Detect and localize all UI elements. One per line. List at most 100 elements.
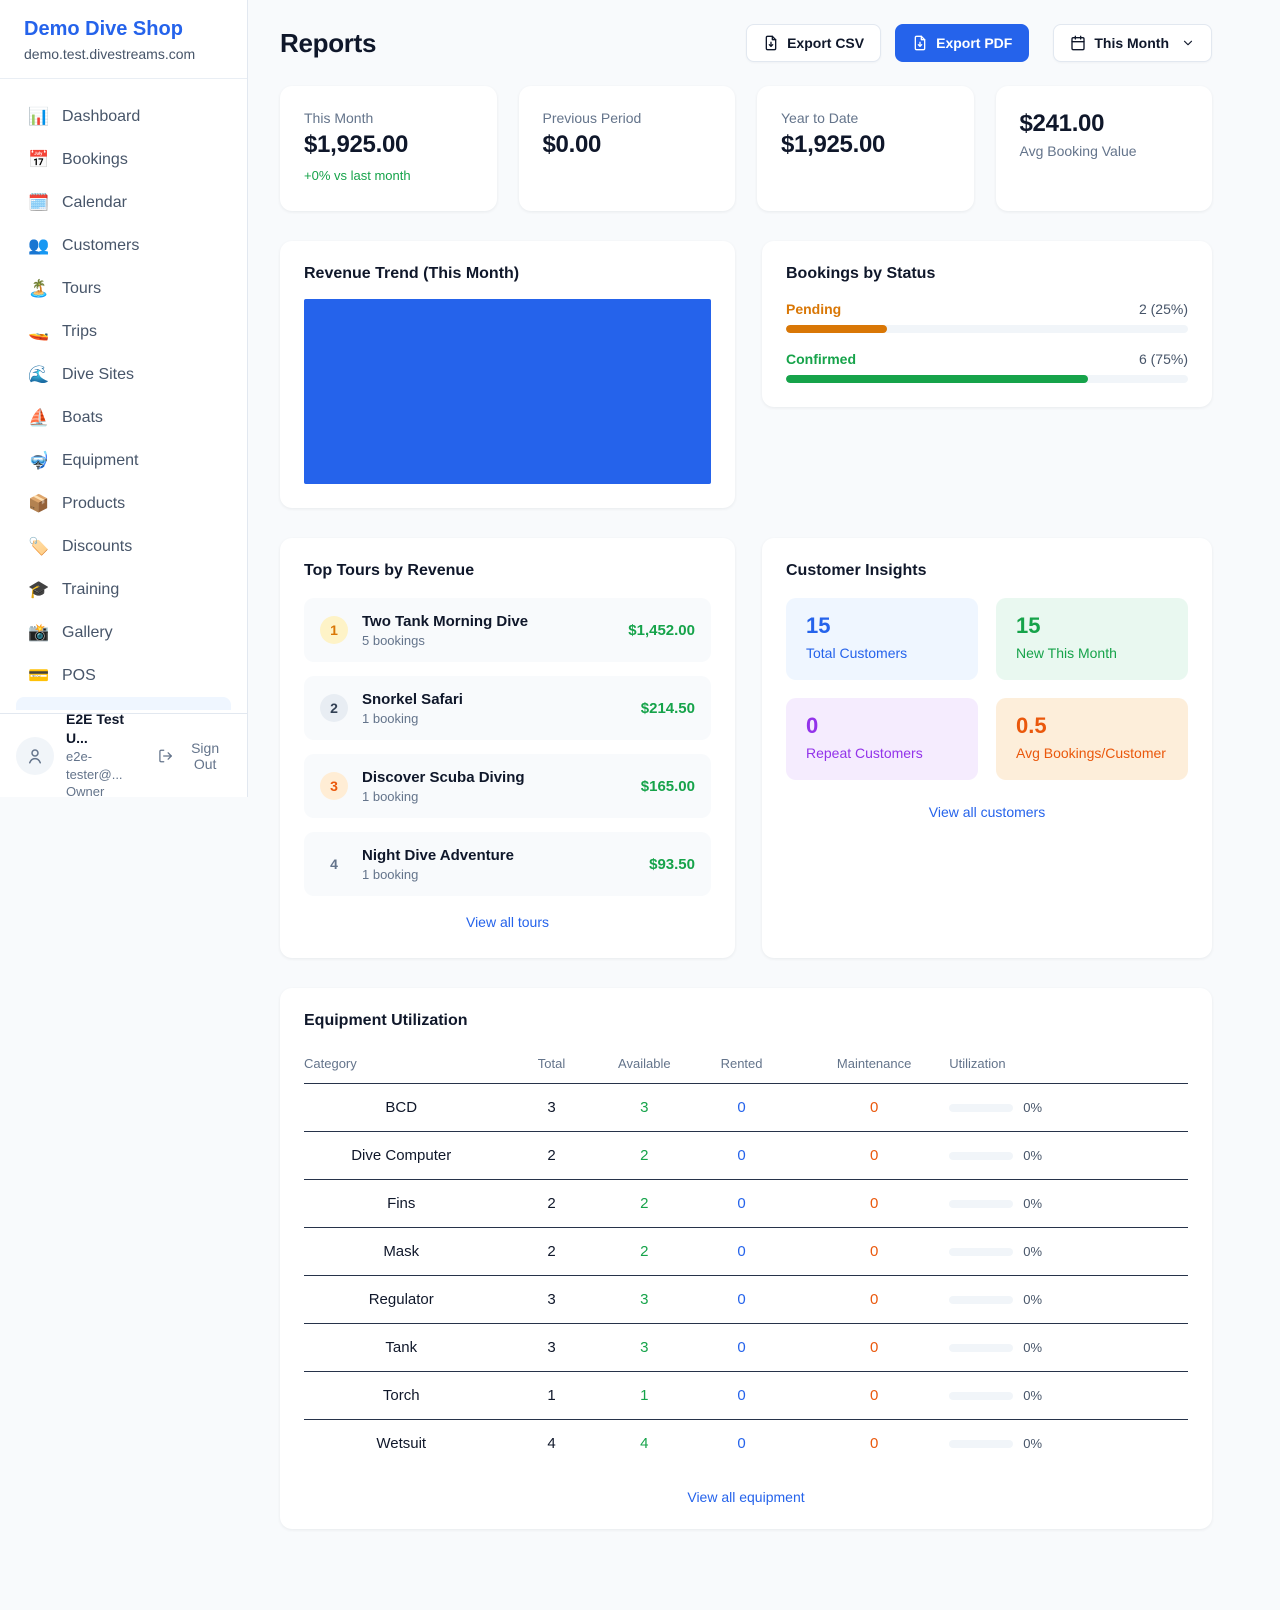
cell-total: 2 (498, 1179, 605, 1228)
status-label: Pending (786, 301, 842, 317)
table-row: Wetsuit 4 4 0 0 0% (304, 1420, 1188, 1468)
bookings-status-card: Bookings by Status Pending 2 (25%) Confi… (762, 241, 1212, 407)
sidebar-item-boats[interactable]: ⛵ Boats (12, 396, 235, 439)
tour-name: Night Dive Adventure (362, 846, 514, 864)
view-all-customers-link[interactable]: View all customers (928, 804, 1046, 820)
brand-block: Demo Dive Shop demo.test.divestreams.com (0, 0, 247, 79)
status-bar-track (786, 375, 1188, 383)
utilization-bar (949, 1103, 1014, 1112)
cell-category: Tank (304, 1323, 499, 1372)
table-row: Regulator 3 3 0 0 0% (304, 1275, 1188, 1324)
bookings-status-title: Bookings by Status (786, 265, 936, 282)
utilization-cell: 0% (949, 1436, 1188, 1451)
utilization-bar (949, 1247, 1014, 1256)
rank-badge: 2 (320, 694, 348, 722)
top-tours-title: Top Tours by Revenue (304, 562, 475, 579)
sidebar-item-label: Customers (62, 236, 140, 254)
sidebar-item-calendar[interactable]: 🗓️ Calendar (12, 181, 235, 224)
tour-bookings: 1 booking (362, 710, 419, 726)
page-header: Reports Export CSV Export PDF This Month (280, 24, 1212, 62)
sidebar-item-label: Boats (62, 408, 103, 426)
credit-card-icon: 💳 (28, 665, 50, 685)
tour-item: 1 Two Tank Morning Dive 5 bookings $1,45… (304, 598, 711, 662)
page-title: Reports (280, 27, 377, 58)
utilization-percent: 0% (1023, 1436, 1043, 1451)
top-tours-card: Top Tours by Revenue 1 Two Tank Morning … (280, 538, 735, 958)
utilization-percent: 0% (1023, 1100, 1043, 1115)
cell-category: BCD (304, 1083, 499, 1132)
cell-total: 2 (498, 1131, 605, 1180)
sidebar-item-gallery[interactable]: 📸 Gallery (12, 611, 235, 654)
sign-out-label: Sign Out (191, 739, 220, 772)
sidebar-item-training[interactable]: 🎓 Training (12, 568, 235, 611)
export-pdf-button[interactable]: Export PDF (895, 24, 1030, 62)
rank-badge: 1 (320, 616, 348, 644)
view-all-tours-link[interactable]: View all tours (465, 914, 549, 930)
user-panel: E2E Test U... e2e-tester@... Owner Sign … (0, 711, 247, 799)
camera-icon: 📸 (28, 622, 50, 642)
sidebar-item-tours[interactable]: 🏝️ Tours (12, 267, 235, 310)
period-select[interactable]: This Month (1053, 24, 1212, 62)
utilization-bar (949, 1439, 1014, 1448)
sidebar-item-pos[interactable]: 💳 POS (12, 654, 235, 697)
header-actions: Export CSV Export PDF This Month (746, 24, 1212, 62)
utilization-cell: 0% (949, 1292, 1188, 1307)
sidebar-item-label: Training (62, 580, 120, 598)
sidebar-item-dive-sites[interactable]: 🌊 Dive Sites (12, 353, 235, 396)
insight-value: 15 (1016, 613, 1041, 638)
table-row: Dive Computer 2 2 0 0 0% (304, 1131, 1188, 1180)
equipment-utilization-card: Equipment Utilization Category Total Ava… (280, 988, 1212, 1529)
stat-card-previous-period: Previous Period $0.00 (518, 86, 735, 211)
avatar (16, 736, 54, 775)
cell-maintenance: 0 (869, 1435, 879, 1452)
sign-out-button[interactable]: Sign Out (158, 740, 231, 772)
cell-total: 4 (547, 1435, 556, 1452)
customer-insights-card: Customer Insights 15 Total Customers 15 … (762, 538, 1212, 958)
user-role: Owner (66, 784, 105, 800)
view-all-equipment-link[interactable]: View all equipment (687, 1489, 805, 1505)
cell-rented: 0 (684, 1323, 799, 1372)
status-label: Confirmed (786, 351, 856, 367)
cell-total: 2 (498, 1227, 605, 1276)
utilization-cell: 0% (949, 1100, 1188, 1115)
sidebar-item-products[interactable]: 📦 Products (12, 482, 235, 525)
sailboat-icon: ⛵ (28, 407, 50, 427)
utilization-percent: 0% (1023, 1196, 1043, 1211)
sidebar-item-equipment[interactable]: 🤿 Equipment (12, 439, 235, 482)
cell-available: 3 (604, 1083, 685, 1132)
utilization-percent: 0% (1023, 1292, 1043, 1307)
sidebar-item-dashboard[interactable]: 📊 Dashboard (12, 95, 235, 138)
brand-title[interactable]: Demo Dive Shop (24, 18, 183, 40)
sidebar-item-customers[interactable]: 👥 Customers (12, 224, 235, 267)
status-count: 6 (75%) (1138, 351, 1188, 367)
customer-insights-title: Customer Insights (786, 562, 927, 579)
utilization-bar (949, 1199, 1014, 1208)
bar-chart-icon: 📊 (28, 106, 50, 126)
sidebar-item-trips[interactable]: 🚤 Trips (12, 310, 235, 353)
export-csv-button[interactable]: Export CSV (746, 24, 882, 62)
speedboat-icon: 🚤 (28, 321, 50, 341)
insight-label: Total Customers (806, 645, 908, 661)
utilization-percent: 0% (1023, 1388, 1043, 1403)
cell-available: 2 (604, 1227, 685, 1276)
stat-label: Year to Date (781, 110, 859, 126)
col-header-maintenance: Maintenance (799, 1046, 950, 1084)
cell-available: 3 (604, 1275, 685, 1324)
wave-icon: 🌊 (28, 364, 50, 384)
table-header-row: Category Total Available Rented Maintena… (304, 1046, 1188, 1084)
sidebar: Demo Dive Shop demo.test.divestreams.com… (0, 0, 248, 799)
sidebar-item-bookings[interactable]: 📅 Bookings (12, 138, 235, 181)
sidebar-item-reports-partial[interactable] (16, 697, 231, 710)
sidebar-nav: 📊 Dashboard 📅 Bookings 🗓️ Calendar 👥 Custome… (0, 79, 247, 710)
cell-available: 2 (604, 1179, 685, 1228)
col-header-available: Available (604, 1046, 685, 1084)
sidebar-item-discounts[interactable]: 🏷️ Discounts (12, 525, 235, 568)
insight-label: Avg Bookings/Customer (1016, 745, 1166, 761)
utilization-cell: 0% (949, 1196, 1188, 1211)
tour-name: Snorkel Safari (362, 690, 463, 708)
export-csv-label: Export CSV (787, 35, 865, 51)
cell-total: 3 (498, 1083, 605, 1132)
tour-item: 4 Night Dive Adventure 1 booking $93.50 (304, 832, 711, 896)
status-row-confirmed: Confirmed 6 (75%) (786, 351, 1188, 383)
table-row: Fins 2 2 0 0 0% (304, 1179, 1188, 1228)
